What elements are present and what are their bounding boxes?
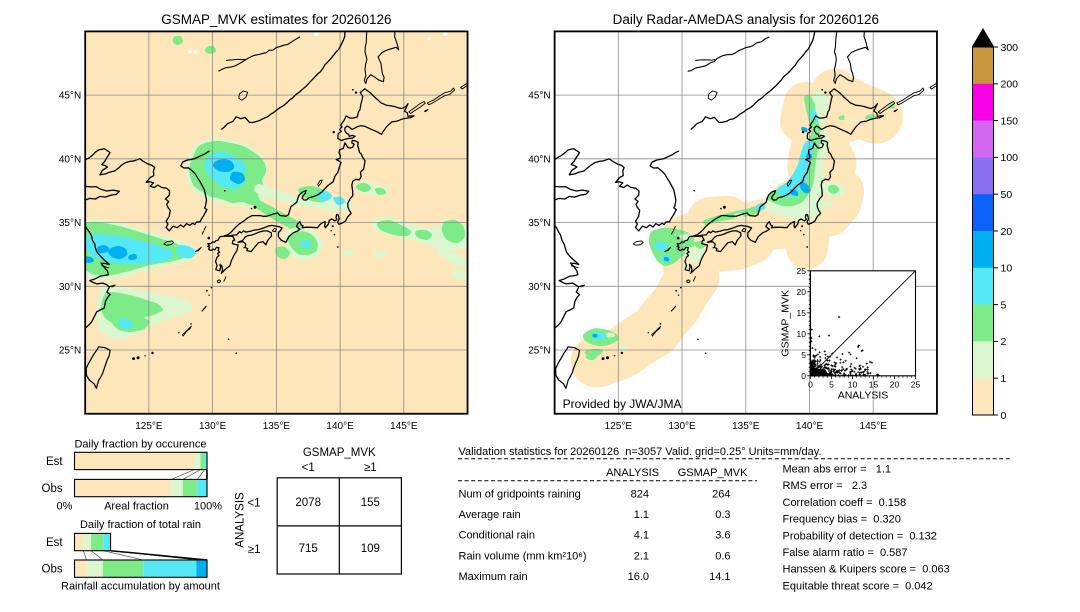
svg-text:125°E: 125°E [605, 421, 633, 432]
svg-text:ANALYSIS: ANALYSIS [235, 492, 247, 548]
svg-text:Est: Est [46, 537, 63, 549]
svg-text:2.1: 2.1 [634, 550, 649, 562]
svg-text:0: 0 [801, 371, 806, 381]
svg-text:145°E: 145°E [860, 421, 888, 432]
svg-text:140°E: 140°E [796, 421, 824, 432]
svg-text:GSMAP_MVK: GSMAP_MVK [678, 467, 748, 479]
svg-text:≥1: ≥1 [248, 544, 261, 556]
svg-text:Equitable threat score = 0.04: Equitable threat score = 0.042 [783, 580, 933, 592]
svg-text:Validation statistics for 2026: Validation statistics for 20260126 n=305… [459, 446, 822, 458]
svg-text:2: 2 [1001, 336, 1007, 348]
svg-text:130°E: 130°E [668, 421, 696, 432]
svg-text:15: 15 [797, 308, 807, 318]
svg-text:20: 20 [890, 379, 900, 389]
svg-text:Rain volume (mm km²10⁶): Rain volume (mm km²10⁶) [459, 550, 587, 562]
svg-text:14.1: 14.1 [709, 571, 730, 583]
svg-text:824: 824 [631, 489, 649, 501]
svg-text:Daily fraction by occurence: Daily fraction by occurence [74, 439, 206, 451]
svg-text:GSMAP_MVK estimates for 202601: GSMAP_MVK estimates for 20260126 [161, 12, 391, 27]
svg-text:30°N: 30°N [59, 282, 81, 293]
svg-text:25: 25 [797, 266, 807, 276]
svg-text:20: 20 [1001, 226, 1013, 238]
svg-text:200: 200 [1001, 79, 1019, 91]
svg-text:0%: 0% [57, 501, 73, 513]
svg-text:10: 10 [848, 379, 858, 389]
svg-text:25°N: 25°N [528, 346, 550, 357]
svg-text:125°E: 125°E [135, 421, 163, 432]
svg-text:100%: 100% [194, 501, 222, 513]
svg-text:1: 1 [1001, 373, 1007, 385]
svg-text:0: 0 [808, 379, 813, 389]
svg-text:4.1: 4.1 [634, 530, 649, 542]
svg-text:Obs: Obs [42, 564, 63, 576]
svg-text:130°E: 130°E [199, 421, 227, 432]
svg-text:100: 100 [1001, 152, 1019, 164]
svg-text:0.6: 0.6 [715, 550, 730, 562]
svg-text:False alarm ratio = 0.587: False alarm ratio = 0.587 [783, 547, 908, 559]
svg-text:Hanssen & Kuipers score = 0.0: Hanssen & Kuipers score = 0.063 [783, 564, 950, 576]
svg-text:715: 715 [299, 543, 318, 555]
svg-text:30°N: 30°N [528, 282, 550, 293]
svg-text:20: 20 [797, 287, 807, 297]
svg-text:Daily fraction of total rain: Daily fraction of total rain [80, 519, 201, 531]
svg-text:135°E: 135°E [263, 421, 291, 432]
svg-text:300: 300 [1001, 42, 1019, 54]
svg-text:3.6: 3.6 [715, 530, 730, 542]
svg-text:35°N: 35°N [528, 218, 550, 229]
svg-text:Areal fraction: Areal fraction [104, 501, 169, 513]
svg-text:40°N: 40°N [528, 154, 550, 165]
svg-text:Num of gridpoints raining: Num of gridpoints raining [459, 489, 581, 501]
svg-text:≥1: ≥1 [364, 462, 377, 474]
svg-text:15: 15 [869, 379, 879, 389]
svg-text:<1: <1 [302, 462, 315, 474]
svg-text:<1: <1 [247, 498, 260, 510]
svg-text:0: 0 [1001, 410, 1007, 422]
svg-text:Provided by JWA/JMA: Provided by JWA/JMA [563, 397, 682, 411]
svg-text:Conditional rain: Conditional rain [459, 530, 535, 542]
svg-text:109: 109 [361, 543, 380, 555]
svg-text:10: 10 [797, 329, 807, 339]
svg-text:5: 5 [801, 350, 806, 360]
svg-text:10: 10 [1001, 263, 1013, 275]
svg-text:45°N: 45°N [59, 91, 81, 102]
svg-text:140°E: 140°E [326, 421, 354, 432]
svg-text:Probability of detection = 0.: Probability of detection = 0.132 [783, 530, 937, 542]
svg-text:Rainfall accumulation by amoun: Rainfall accumulation by amount [61, 581, 220, 593]
svg-text:1.1: 1.1 [634, 509, 649, 521]
svg-text:40°N: 40°N [59, 154, 81, 165]
svg-text:Frequency bias = 0.320: Frequency bias = 0.320 [783, 514, 901, 526]
svg-text:Est: Est [46, 456, 63, 468]
svg-text:35°N: 35°N [59, 218, 81, 229]
svg-text:2078: 2078 [295, 497, 321, 509]
svg-text:135°E: 135°E [732, 421, 760, 432]
svg-text:5: 5 [1001, 299, 1007, 311]
svg-text:150: 150 [1001, 115, 1019, 127]
svg-text:GSMAP_MVK: GSMAP_MVK [303, 447, 376, 459]
svg-text:Maximum rain: Maximum rain [459, 571, 528, 583]
svg-text:RMS error = 2.3: RMS error = 2.3 [783, 480, 868, 492]
svg-text:Average rain: Average rain [459, 509, 521, 521]
svg-text:0.3: 0.3 [715, 509, 730, 521]
svg-text:145°E: 145°E [390, 421, 418, 432]
svg-text:25°N: 25°N [59, 346, 81, 357]
svg-text:45°N: 45°N [528, 91, 550, 102]
svg-text:Mean abs error = 1.1: Mean abs error = 1.1 [783, 464, 892, 476]
svg-text:GSMAP_MVK: GSMAP_MVK [780, 290, 792, 357]
svg-text:Correlation coeff = 0.158: Correlation coeff = 0.158 [783, 497, 907, 509]
svg-text:Daily Radar-AMeDAS analysis fo: Daily Radar-AMeDAS analysis for 20260126 [613, 12, 879, 27]
svg-text:50: 50 [1001, 189, 1013, 201]
svg-text:264: 264 [712, 489, 730, 501]
svg-text:Obs: Obs [42, 483, 63, 495]
svg-text:25: 25 [911, 379, 921, 389]
svg-text:5: 5 [829, 379, 834, 389]
svg-text:16.0: 16.0 [628, 571, 649, 583]
svg-text:ANALYSIS: ANALYSIS [838, 389, 889, 401]
svg-text:ANALYSIS: ANALYSIS [606, 467, 659, 479]
svg-text:155: 155 [361, 497, 380, 509]
